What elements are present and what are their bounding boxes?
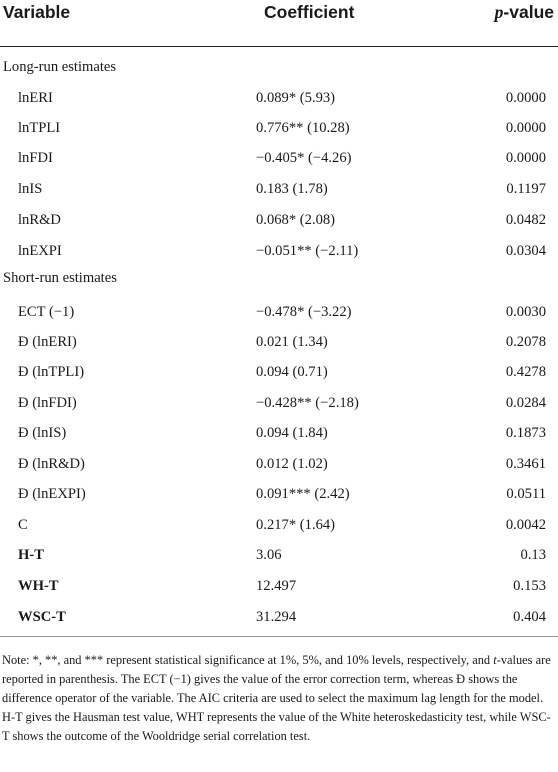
cell-pvalue: 0.1873: [505, 425, 546, 441]
cell-variable: Ð (lnERI): [18, 334, 77, 350]
cell-coefficient: 3.06: [256, 547, 282, 563]
cell-variable: Ð (lnTPLI): [18, 364, 85, 380]
header-pvalue: p-value: [495, 2, 554, 23]
cell-variable: C: [18, 517, 28, 533]
cell-coefficient: 0.217* (1.64): [256, 517, 336, 533]
table-note: Note: *, **, and *** represent statistic…: [2, 651, 552, 746]
cell-variable: lnERI: [18, 90, 53, 106]
table-row: Ð (lnERI) 0.021 (1.34) 0.2078: [0, 327, 558, 357]
table-row: lnEXPI −0.051** (−2.11) 0.0304: [0, 236, 558, 266]
table-row: ECT (−1) −0.478* (−3.22) 0.0030: [0, 297, 558, 327]
section-header-row: Long-run estimates: [0, 52, 558, 82]
table-row: C 0.217* (1.64) 0.0042: [0, 510, 558, 540]
header-pvalue-letter: p: [494, 2, 504, 22]
cell-variable: Ð (lnR&D): [18, 456, 85, 472]
table-row: lnR&D 0.068* (2.08) 0.0482: [0, 205, 558, 235]
cell-coefficient: −0.405* (−4.26): [256, 150, 352, 166]
cell-variable: ECT (−1): [18, 304, 75, 320]
cell-variable: Ð (lnIS): [18, 425, 67, 441]
table-bottom-rule: [0, 636, 558, 637]
cell-pvalue: 0.13: [520, 547, 546, 563]
cell-variable: lnTPLI: [18, 120, 61, 136]
cell-pvalue: 0.0000: [505, 90, 546, 106]
cell-variable: Ð (lnFDI): [18, 395, 77, 411]
note-italic-t: t: [493, 653, 497, 667]
table-row: Ð (lnTPLI) 0.094 (0.71) 0.4278: [0, 357, 558, 387]
table-row: WH-T 12.497 0.153: [0, 571, 558, 601]
table-row: Ð (lnR&D) 0.012 (1.02) 0.3461: [0, 449, 558, 479]
cell-variable: lnFDI: [18, 150, 53, 166]
cell-coefficient: 12.497: [256, 578, 297, 594]
cell-variable: lnR&D: [18, 212, 61, 228]
cell-variable: Long-run estimates: [3, 59, 117, 75]
cell-pvalue: 0.0511: [506, 486, 546, 502]
cell-pvalue: 0.0042: [505, 517, 546, 533]
cell-pvalue: 0.0000: [505, 120, 546, 136]
cell-coefficient: 0.094 (1.84): [256, 425, 328, 441]
note-text-2: -values are reported in parenthesis. The…: [2, 653, 551, 743]
cell-pvalue: 0.2078: [505, 334, 546, 350]
cell-variable: lnIS: [18, 181, 43, 197]
cell-pvalue: 0.0284: [505, 395, 546, 411]
cell-coefficient: 0.068* (2.08): [256, 212, 336, 228]
cell-variable: Short-run estimates: [3, 270, 117, 286]
table-row: lnTPLI 0.776** (10.28) 0.0000: [0, 113, 558, 143]
cell-pvalue: 0.0304: [505, 243, 546, 259]
cell-pvalue: 0.0030: [505, 304, 546, 320]
cell-coefficient: 0.094 (0.71): [256, 364, 328, 380]
cell-coefficient: 31.294: [256, 609, 297, 625]
cell-coefficient: 0.776** (10.28): [256, 120, 350, 136]
cell-coefficient: 0.091*** (2.42): [256, 486, 350, 502]
cell-coefficient: 0.183 (1.78): [256, 181, 328, 197]
cell-variable: WSC-T: [18, 609, 66, 625]
cell-pvalue: 0.0482: [505, 212, 546, 228]
cell-pvalue: 0.153: [513, 578, 546, 594]
header-pvalue-rest: -value: [503, 2, 554, 22]
table-header: Variable Coefficient p-value: [0, 0, 558, 47]
table-row: lnERI 0.089* (5.93) 0.0000: [0, 83, 558, 113]
cell-coefficient: −0.478* (−3.22): [256, 304, 352, 320]
header-coefficient: Coefficient: [264, 2, 355, 22]
cell-variable: Ð (lnEXPI): [18, 486, 86, 502]
table-row: H-T 3.06 0.13: [0, 540, 558, 570]
cell-pvalue: 0.0000: [505, 150, 546, 166]
section-header-row: Short-run estimates: [0, 263, 558, 293]
table-row: Ð (lnFDI) −0.428** (−2.18) 0.0284: [0, 388, 558, 418]
cell-pvalue: 0.1197: [506, 181, 546, 197]
cell-coefficient: 0.089* (5.93): [256, 90, 336, 106]
header-variable: Variable: [3, 2, 71, 22]
cell-variable: WH-T: [18, 578, 59, 594]
cell-coefficient: 0.021 (1.34): [256, 334, 328, 350]
table-row: WSC-T 31.294 0.404: [0, 602, 558, 632]
table-row: lnIS 0.183 (1.78) 0.1197: [0, 174, 558, 204]
cell-variable: lnEXPI: [18, 243, 62, 259]
note-text-1: Note: *, **, and *** represent statistic…: [2, 653, 494, 667]
table-row: Ð (lnIS) 0.094 (1.84) 0.1873: [0, 418, 558, 448]
cell-coefficient: −0.428** (−2.18): [256, 395, 359, 411]
cell-coefficient: −0.051** (−2.11): [256, 243, 359, 259]
cell-coefficient: 0.012 (1.02): [256, 456, 328, 472]
cell-pvalue: 0.4278: [505, 364, 546, 380]
cell-pvalue: 0.3461: [505, 456, 546, 472]
cell-pvalue: 0.404: [513, 609, 546, 625]
cell-variable: H-T: [18, 547, 44, 563]
table-row: lnFDI −0.405* (−4.26) 0.0000: [0, 143, 558, 173]
table-row: Ð (lnEXPI) 0.091*** (2.42) 0.0511: [0, 479, 558, 509]
